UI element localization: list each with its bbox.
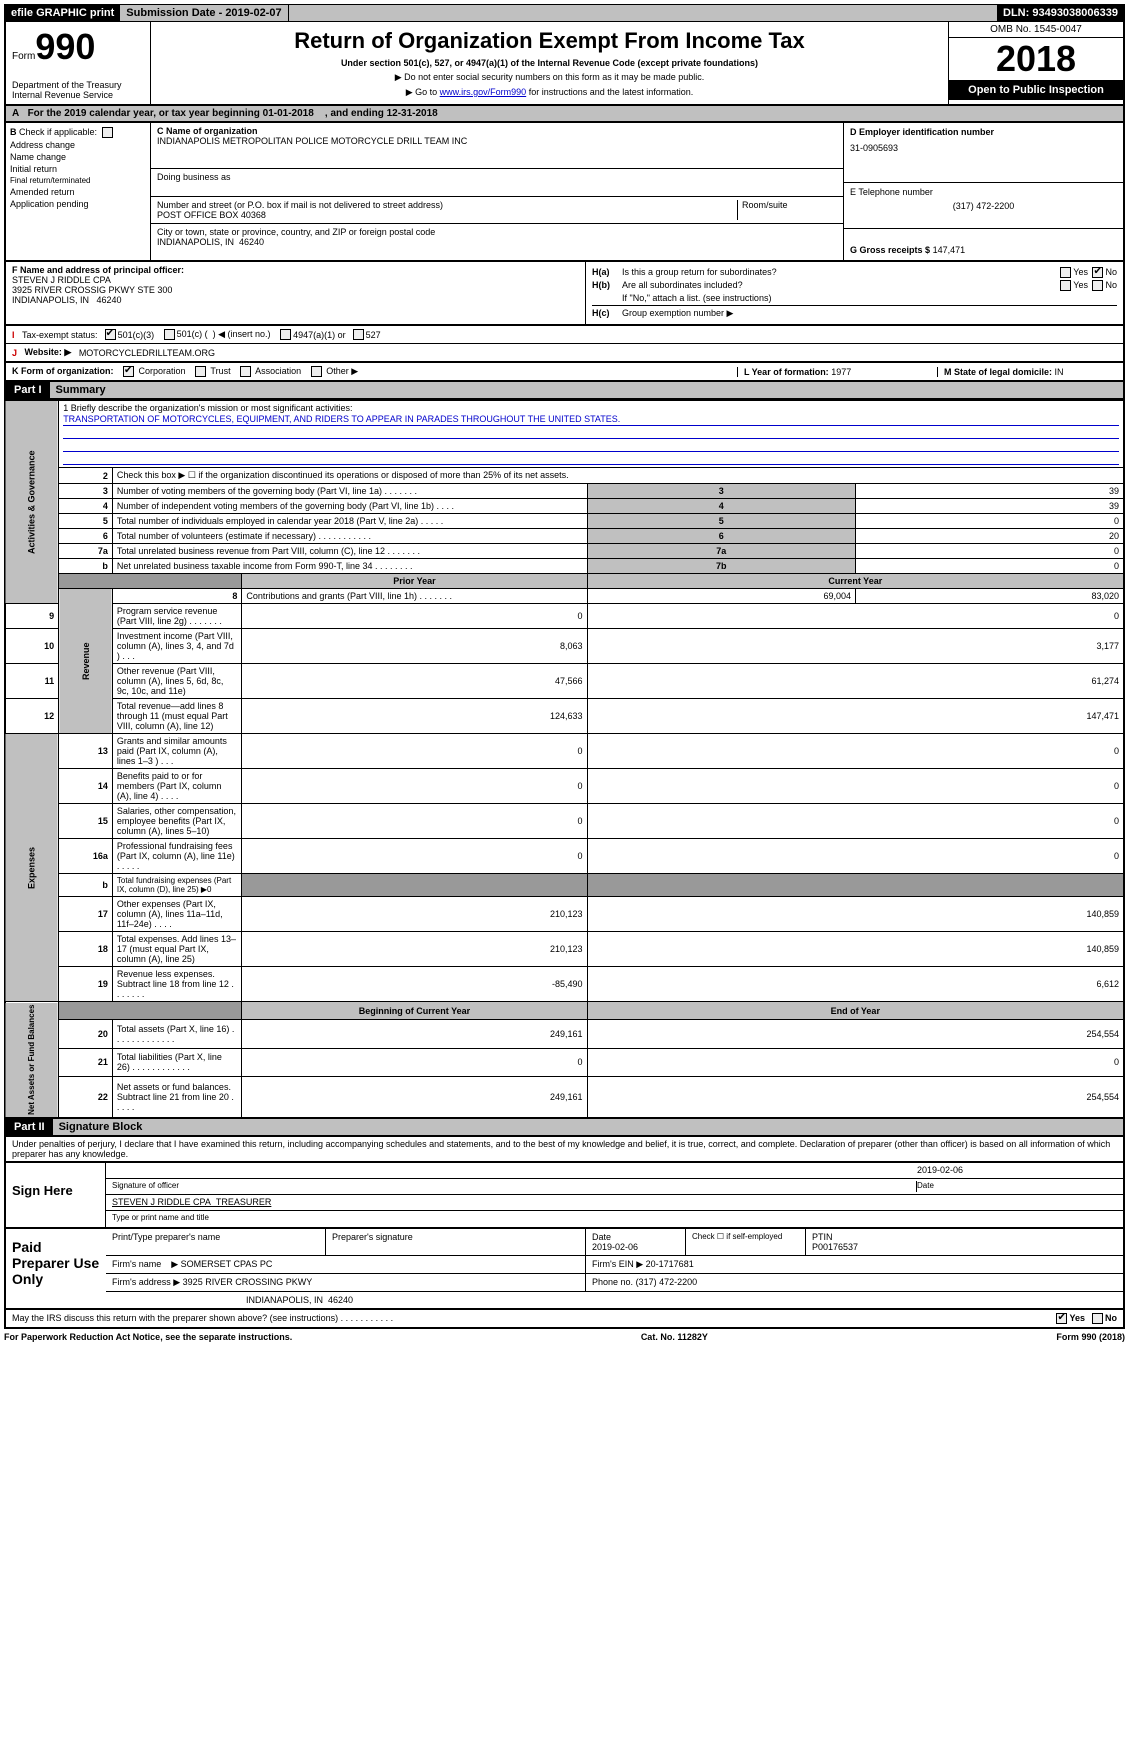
firm-addr: 3925 RIVER CROSSING PKWY bbox=[183, 1277, 313, 1287]
check-on-icon bbox=[1092, 267, 1103, 278]
firm-ein: 20-1717681 bbox=[646, 1259, 694, 1269]
check-on-icon bbox=[1056, 1313, 1067, 1324]
check-icon bbox=[353, 329, 364, 340]
gross-receipts: 147,471 bbox=[933, 245, 966, 255]
section-governance: Activities & Governance bbox=[5, 401, 59, 604]
perjury-statement: Under penalties of perjury, I declare th… bbox=[4, 1137, 1125, 1163]
discuss-row: May the IRS discuss this return with the… bbox=[4, 1310, 1125, 1329]
dept-label: Department of the Treasury Internal Reve… bbox=[12, 80, 144, 100]
irs-link[interactable]: www.irs.gov/Form990 bbox=[440, 87, 527, 97]
column-c: C Name of organization INDIANAPOLIS METR… bbox=[151, 123, 843, 260]
check-icon bbox=[280, 329, 291, 340]
note-1: ▶ Do not enter social security numbers o… bbox=[157, 72, 942, 83]
check-icon bbox=[1060, 267, 1071, 278]
app-pending: Application pending bbox=[10, 199, 146, 209]
ptin: P00176537 bbox=[812, 1242, 858, 1252]
row-a-period: A For the 2019 calendar year, or tax yea… bbox=[4, 106, 1125, 123]
sign-here-label: Sign Here bbox=[6, 1163, 106, 1227]
telephone: (317) 472-2200 bbox=[850, 201, 1117, 211]
check-icon bbox=[311, 366, 322, 377]
website: MOTORCYCLEDRILLTEAM.ORG bbox=[79, 348, 215, 358]
paid-preparer-label: Paid Preparer Use Only bbox=[6, 1229, 106, 1308]
principal-officer: F Name and address of principal officer:… bbox=[6, 262, 586, 324]
part2-header: Part II bbox=[6, 1119, 53, 1135]
top-bar: efile GRAPHIC print Submission Date - 20… bbox=[4, 4, 1125, 22]
org-name: INDIANAPOLIS METROPOLITAN POLICE MOTORCY… bbox=[157, 136, 837, 146]
check-icon bbox=[195, 366, 206, 377]
street-address: POST OFFICE BOX 40368 bbox=[157, 210, 737, 220]
column-b: B Check if applicable: Address change Na… bbox=[6, 123, 151, 260]
city-state-zip: INDIANAPOLIS, IN 46240 bbox=[157, 237, 837, 247]
part1-header: Part I bbox=[6, 382, 50, 398]
officer-name: STEVEN J RIDDLE CPA TREASURER bbox=[112, 1197, 271, 1208]
check-icon bbox=[1092, 280, 1103, 291]
subtitle: Under section 501(c), 527, or 4947(a)(1)… bbox=[157, 58, 942, 68]
sign-date: 2019-02-06 bbox=[917, 1165, 1117, 1176]
form-title: Return of Organization Exempt From Incom… bbox=[157, 28, 942, 54]
firm-phone: (317) 472-2200 bbox=[636, 1277, 698, 1287]
check-icon bbox=[1060, 280, 1071, 291]
section-revenue: Revenue bbox=[59, 589, 113, 734]
summary-table: Activities & Governance 1 Briefly descri… bbox=[4, 400, 1125, 1118]
check-icon bbox=[164, 329, 175, 340]
year-formation: 1977 bbox=[831, 367, 851, 377]
check-icon bbox=[102, 127, 113, 138]
column-d: D Employer identification number 31-0905… bbox=[843, 123, 1123, 260]
footer-mid: Cat. No. 11282Y bbox=[641, 1332, 708, 1342]
name-change: Name change bbox=[10, 152, 146, 162]
section-expenses: Expenses bbox=[5, 734, 59, 1002]
tax-year: 2018 bbox=[949, 38, 1123, 80]
initial-return: Initial return bbox=[10, 164, 146, 174]
amended-return: Amended return bbox=[10, 187, 146, 197]
form-prefix: Form bbox=[12, 51, 35, 62]
part2-title: Signature Block bbox=[59, 1121, 143, 1133]
open-inspection: Open to Public Inspection bbox=[949, 80, 1123, 100]
prep-date: 2019-02-06 bbox=[592, 1242, 638, 1252]
dln-label: DLN: 93493038006339 bbox=[997, 5, 1124, 21]
addr-change: Address change bbox=[10, 140, 146, 150]
final-return: Final return/terminated bbox=[10, 176, 146, 185]
state-domicile: IN bbox=[1055, 367, 1064, 377]
footer-right: Form 990 (2018) bbox=[1056, 1332, 1125, 1342]
submission-date: Submission Date - 2019-02-07 bbox=[120, 5, 288, 21]
check-on-icon bbox=[105, 329, 116, 340]
check-icon bbox=[1092, 1313, 1103, 1324]
footer-left: For Paperwork Reduction Act Notice, see … bbox=[4, 1332, 292, 1342]
ein: 31-0905693 bbox=[850, 143, 1117, 153]
form-number: 990 bbox=[35, 26, 95, 68]
efile-label: efile GRAPHIC print bbox=[5, 5, 120, 21]
form-number-block: Form 990 Department of the Treasury Inte… bbox=[6, 22, 151, 104]
year-block: OMB No. 1545-0047 2018 Open to Public In… bbox=[948, 22, 1123, 104]
omb-number: OMB No. 1545-0047 bbox=[949, 22, 1123, 38]
h-section: H(a) Is this a group return for subordin… bbox=[586, 262, 1123, 324]
firm-name: SOMERSET CPAS PC bbox=[181, 1259, 273, 1269]
check-icon bbox=[240, 366, 251, 377]
check-on-icon bbox=[123, 366, 134, 377]
firm-addr2: INDIANAPOLIS, IN 46240 bbox=[106, 1292, 1123, 1308]
part1-title: Summary bbox=[56, 384, 106, 396]
note-2: ▶ Go to www.irs.gov/Form990 for instruct… bbox=[157, 87, 942, 98]
title-block: Return of Organization Exempt From Incom… bbox=[151, 22, 948, 104]
mission-text: TRANSPORTATION OF MOTORCYCLES, EQUIPMENT… bbox=[63, 413, 1119, 426]
section-net-assets: Net Assets or Fund Balances bbox=[5, 1002, 59, 1118]
